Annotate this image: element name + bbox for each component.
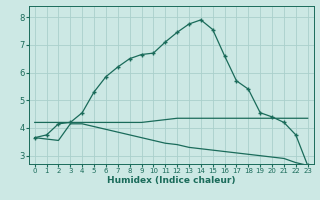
X-axis label: Humidex (Indice chaleur): Humidex (Indice chaleur) bbox=[107, 176, 236, 185]
